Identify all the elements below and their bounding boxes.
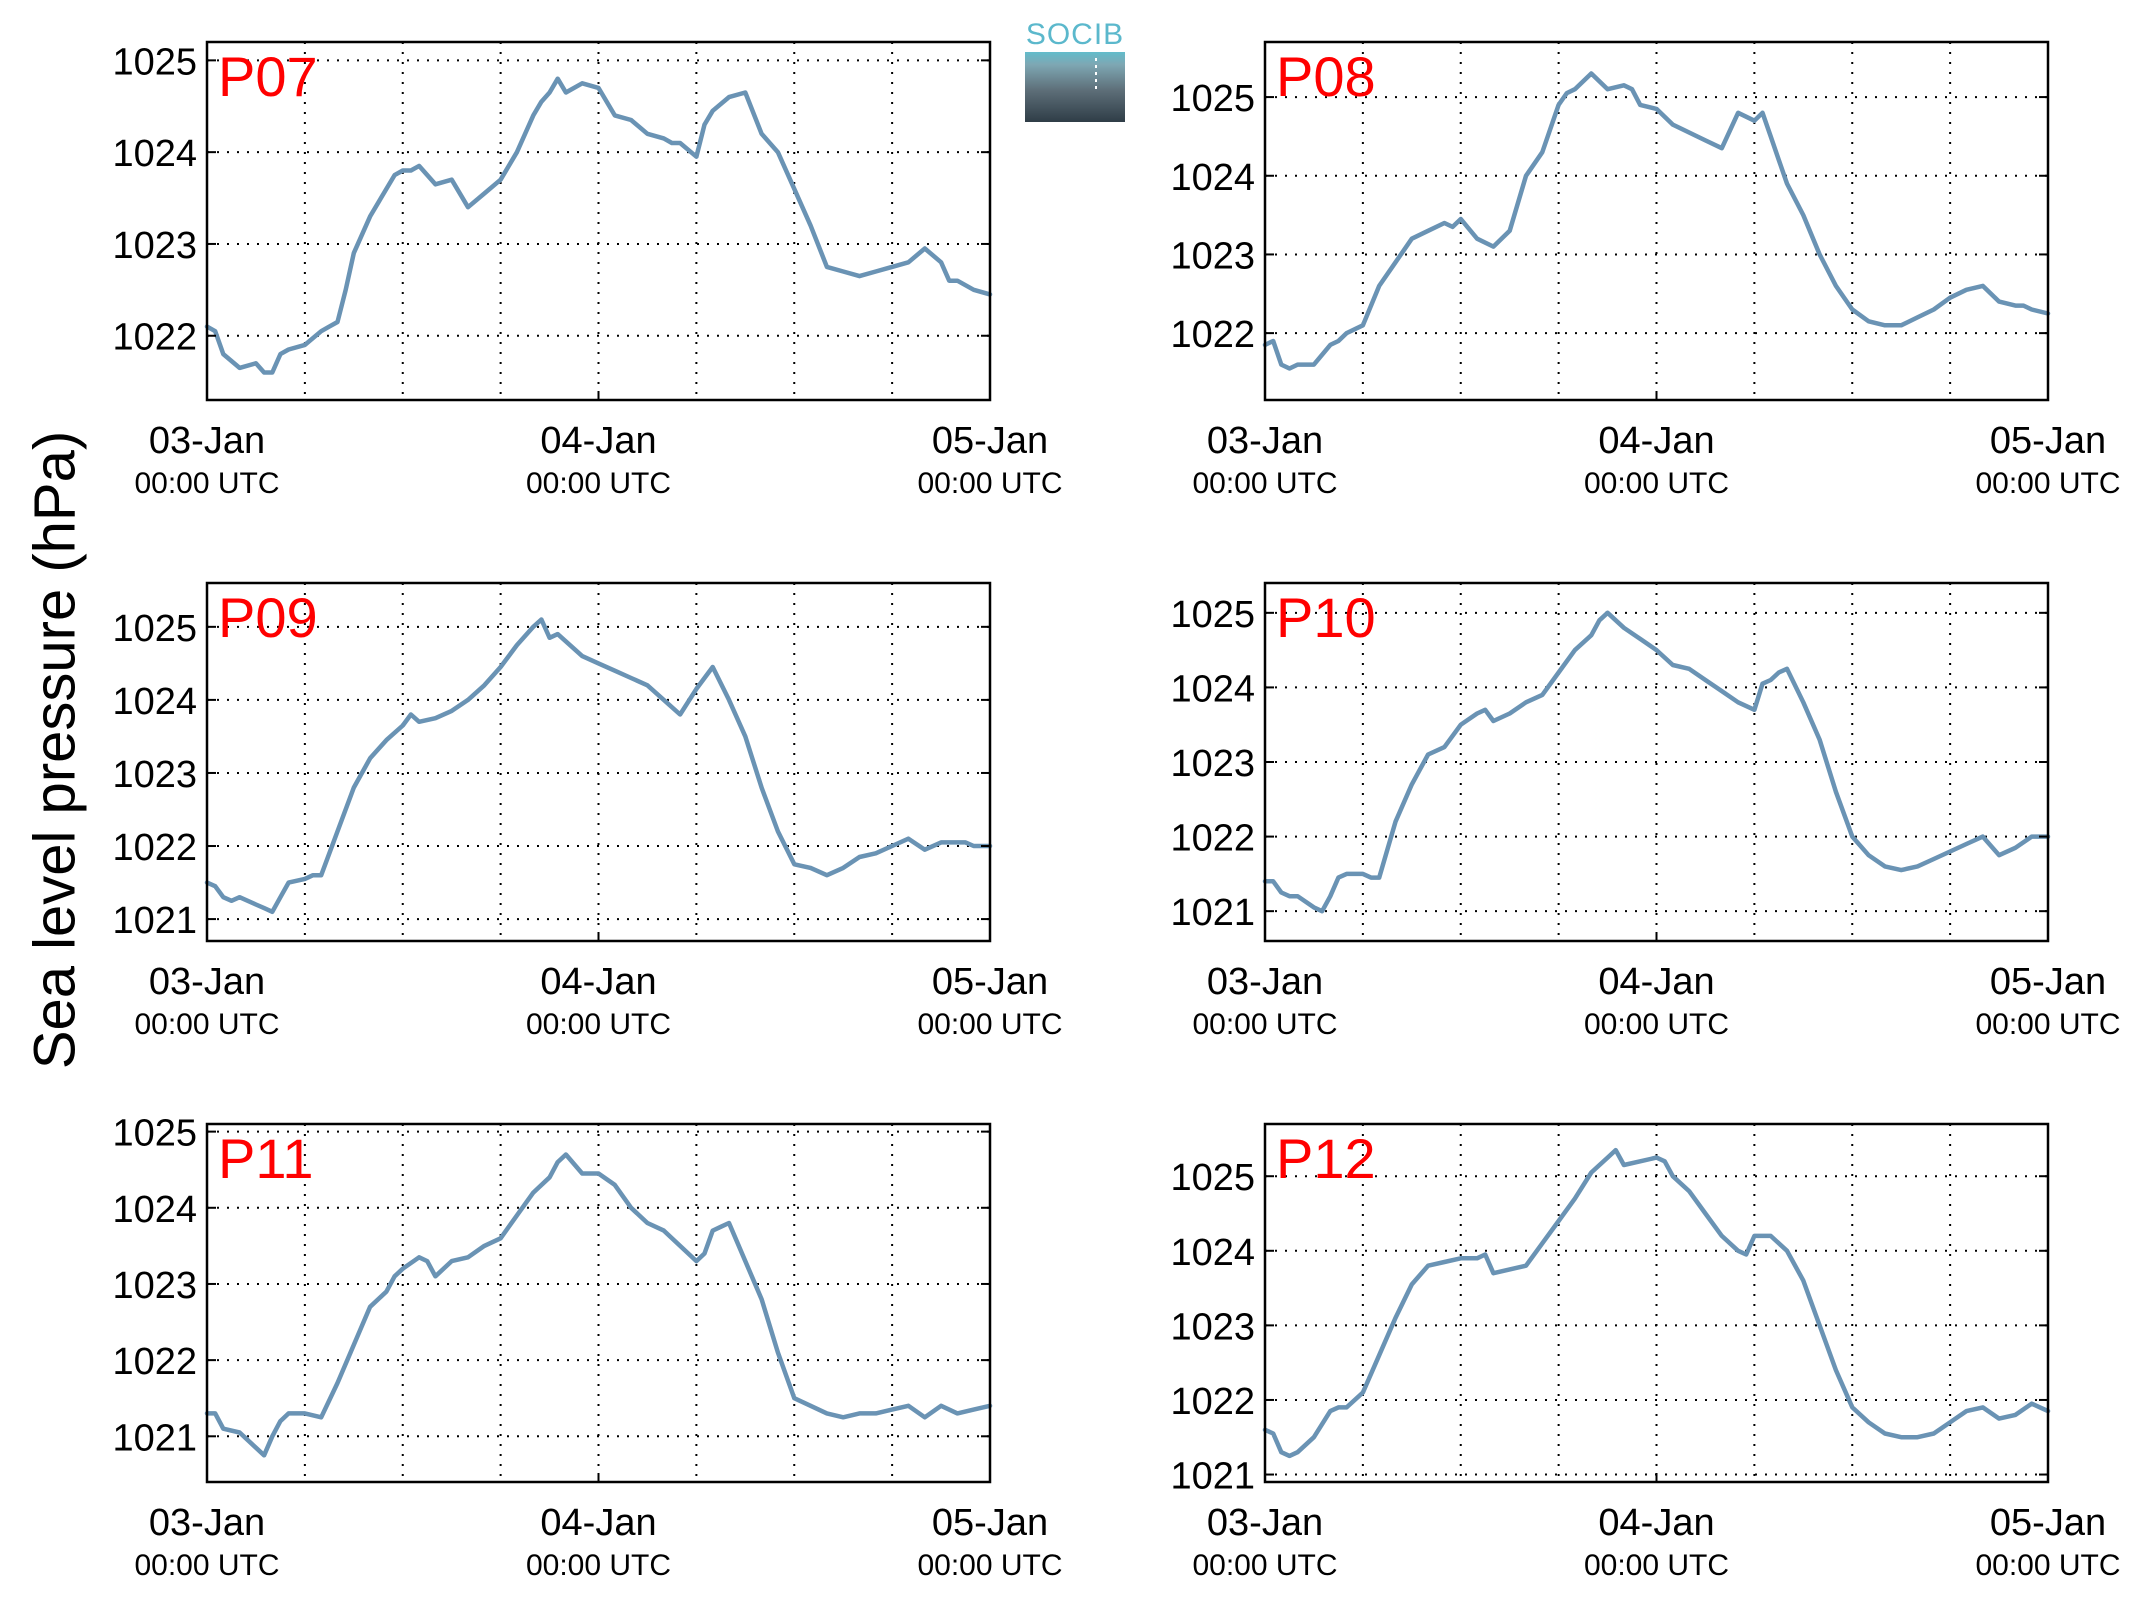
x-tick-label-time: 00:00 UTC	[134, 1549, 279, 1582]
x-tick-label-day: 05-Jan	[1990, 1502, 2106, 1544]
chart-panel-p10: 1021 1022 1023 1024 1025 03-Jan 00:00 UTC 04-Ja…	[1170, 581, 2121, 1041]
plot-frame	[205, 1122, 992, 1484]
x-tick-label-time: 00:00 UTC	[526, 1549, 671, 1582]
y-tick-label: 1023	[1170, 1306, 1255, 1348]
y-tick-label: 1023	[112, 1265, 197, 1307]
x-tick-label-time: 00:00 UTC	[1584, 1008, 1729, 1041]
chart-panel-p09: 1021 1022 1023 1024 1025 03-Jan 00:00 UTC 04-Ja…	[112, 581, 1063, 1041]
plot-frame	[205, 40, 992, 402]
y-tick-label: 1022	[112, 827, 197, 869]
station-label: P09	[218, 586, 318, 649]
y-tick-label: 1025	[1170, 594, 1255, 636]
x-tick-label-day: 03-Jan	[1207, 1502, 1323, 1544]
y-tick-label: 1024	[112, 133, 197, 175]
x-tick-label-day: 03-Jan	[1207, 420, 1323, 462]
logo-text: SOCIB	[1025, 18, 1125, 51]
x-tick-label-time: 00:00 UTC	[134, 467, 279, 500]
series-line	[204, 1152, 993, 1458]
x-tick-label-time: 00:00 UTC	[1192, 1549, 1337, 1582]
x-tick-label-time: 00:00 UTC	[526, 1008, 671, 1041]
chart-panel-p11: 1021 1022 1023 1024 1025 03-Jan 00:00 UTC 04-Ja…	[112, 1113, 1062, 1582]
x-tick-label-time: 00:00 UTC	[917, 1008, 1062, 1041]
station-label: P07	[218, 45, 318, 108]
y-tick-label: 1021	[112, 1417, 197, 1459]
station-label: P10	[1276, 586, 1376, 649]
y-tick-label: 1021	[1170, 1456, 1255, 1498]
plot-frame	[1263, 40, 2050, 402]
series-line	[204, 617, 993, 915]
y-tick-label: 1023	[1170, 743, 1255, 785]
y-tick-label: 1022	[1170, 818, 1255, 860]
y-axis-label-text: Sea level pressure (hPa)	[22, 430, 88, 1070]
x-tick-label-day: 05-Jan	[932, 1502, 1048, 1544]
y-tick-label: 1023	[1170, 235, 1255, 277]
x-tick-label-time: 00:00 UTC	[134, 1008, 279, 1041]
station-label: P12	[1276, 1127, 1376, 1190]
x-tick-label-time: 00:00 UTC	[1975, 1008, 2120, 1041]
x-tick-label-day: 03-Jan	[1207, 961, 1323, 1003]
y-tick-label: 1022	[112, 1341, 197, 1383]
x-tick-label-day: 04-Jan	[540, 961, 656, 1003]
y-tick-label: 1024	[1170, 157, 1255, 199]
plot-frame	[205, 581, 992, 943]
y-tick-label: 1024	[1170, 1232, 1255, 1274]
x-tick-label-day: 05-Jan	[1990, 420, 2106, 462]
x-tick-label-day: 04-Jan	[540, 1502, 656, 1544]
y-tick-label: 1022	[1170, 1381, 1255, 1423]
y-tick-label: 1024	[112, 1189, 197, 1231]
y-tick-label: 1025	[1170, 1157, 1255, 1199]
x-tick-label-day: 03-Jan	[149, 1502, 265, 1544]
y-tick-label: 1022	[1170, 314, 1255, 356]
x-tick-label-time: 00:00 UTC	[917, 1549, 1062, 1582]
series-line	[1262, 610, 2051, 914]
x-tick-label-time: 00:00 UTC	[1192, 467, 1337, 500]
x-tick-label-day: 03-Jan	[149, 961, 265, 1003]
x-tick-label-time: 00:00 UTC	[1192, 1008, 1337, 1041]
chart-panel-p08: 1022 1023 1024 1025 03-Jan 00:00 UTC 04-Jan 00:…	[1170, 40, 2121, 500]
series-line	[1262, 71, 2051, 371]
y-tick-label: 1024	[1170, 668, 1255, 710]
series-line	[204, 76, 993, 375]
y-tick-label: 1025	[1170, 78, 1255, 120]
x-tick-label-time: 00:00 UTC	[1584, 467, 1729, 500]
y-tick-label: 1023	[112, 225, 197, 267]
x-tick-label-time: 00:00 UTC	[526, 467, 671, 500]
x-tick-label-day: 03-Jan	[149, 420, 265, 462]
series-line	[1262, 1147, 2051, 1459]
x-tick-label-day: 05-Jan	[1990, 961, 2106, 1003]
y-tick-label: 1025	[112, 1113, 197, 1155]
x-tick-label-day: 05-Jan	[932, 420, 1048, 462]
y-tick-label: 1025	[112, 41, 197, 83]
x-tick-label-day: 04-Jan	[1598, 961, 1714, 1003]
y-tick-label: 1023	[112, 754, 197, 796]
x-tick-label-time: 00:00 UTC	[917, 467, 1062, 500]
x-tick-label-time: 00:00 UTC	[1975, 467, 2120, 500]
y-tick-label: 1025	[112, 608, 197, 650]
logo-graphic	[1025, 52, 1125, 122]
y-tick-label: 1021	[112, 900, 197, 942]
x-tick-label-day: 04-Jan	[1598, 1502, 1714, 1544]
x-tick-label-day: 04-Jan	[540, 420, 656, 462]
x-tick-label-day: 04-Jan	[1598, 420, 1714, 462]
station-label: P11	[218, 1127, 313, 1190]
y-tick-label: 1021	[1170, 892, 1255, 934]
x-tick-label-day: 05-Jan	[932, 961, 1048, 1003]
plot-frame	[1263, 1122, 2050, 1484]
y-tick-label: 1024	[112, 681, 197, 723]
x-tick-label-time: 00:00 UTC	[1975, 1549, 2120, 1582]
x-tick-label-time: 00:00 UTC	[1584, 1549, 1729, 1582]
station-label: P08	[1276, 45, 1376, 108]
y-tick-label: 1022	[112, 317, 197, 359]
socib-logo: SOCIB	[1025, 18, 1125, 122]
chart-panel-p12: 1021 1022 1023 1024 1025 03-Jan 00:00 UTC 04-Ja…	[1170, 1122, 2121, 1582]
chart-panel-p07: 1022 1023 1024 1025 03-Jan 00:00 UTC 04-Jan 00:…	[112, 40, 1063, 500]
